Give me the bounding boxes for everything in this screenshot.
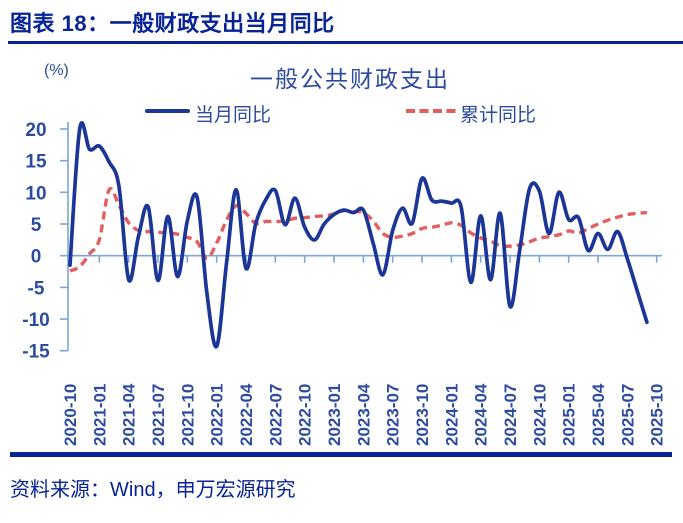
- y-axis-tick-label: 5: [31, 215, 42, 236]
- x-axis-tick-label: 2021-01: [90, 384, 109, 446]
- x-axis-tick-label: 2022-10: [296, 384, 315, 446]
- x-axis-tick-label: 2023-07: [384, 384, 403, 446]
- x-axis-tick-label: 2025-01: [560, 384, 579, 446]
- figure-title: 图表 18：一般财政支出当月同比: [10, 11, 335, 36]
- chart-title: 一般公共财政支出: [250, 66, 450, 92]
- y-axis-tick-label: 20: [25, 120, 46, 141]
- x-axis-tick-label: 2025-07: [618, 384, 637, 446]
- y-axis-tick-label: -10: [22, 310, 49, 331]
- y-axis-tick-label: -5: [28, 278, 45, 299]
- legend-swatch-monthly-line: [145, 109, 190, 113]
- y-axis-tick-label: -15: [22, 342, 50, 363]
- x-axis-tick-label: 2023-04: [354, 383, 373, 446]
- y-axis-tick-label: 0: [31, 247, 42, 268]
- series-monthly-line: [68, 121, 649, 349]
- x-axis-tick-label: 2023-01: [325, 384, 344, 446]
- x-axis-tick-label: 2024-04: [472, 383, 491, 446]
- line-chart-plot: 20 15 10 5 0 -5 -10 -15 2020-10 2021-01 2021-04 202…: [22, 120, 667, 446]
- x-axis-tick-label: 2024-07: [501, 384, 520, 446]
- x-axis-tick-label: 2021-04: [120, 383, 139, 446]
- y-axis-tick-label: 10: [25, 183, 46, 204]
- x-axis-tick-label: 2022-04: [237, 383, 256, 446]
- figure-bottom-rule: [10, 452, 672, 457]
- legend-label-cumulative: 累计同比: [460, 105, 537, 126]
- source-note: 资料来源：Wind，申万宏源研究: [10, 479, 296, 501]
- series-cumulative-line: [69, 186, 648, 273]
- x-axis-tick-label: 2022-07: [266, 384, 285, 446]
- x-axis-tick-label: 2022-01: [208, 384, 227, 446]
- x-axis-tick-label: 2024-01: [442, 384, 461, 446]
- x-axis-tick-label: 2024-10: [530, 384, 549, 446]
- x-axis-tick-label: 2021-10: [178, 384, 197, 446]
- x-axis-tick-label: 2021-07: [149, 384, 168, 446]
- x-axis-tick-label: 2025-04: [589, 383, 608, 446]
- y-axis-unit-label: (%): [44, 62, 69, 79]
- y-axis-tick-label: 15: [25, 152, 47, 173]
- x-axis-tick-label: 2020-10: [61, 384, 80, 446]
- title-rule: [8, 41, 683, 44]
- legend-label-monthly: 当月同比: [195, 105, 272, 126]
- legend-swatch-cumulative-line: [406, 109, 456, 113]
- x-axis-tick-label: 2025-10: [648, 384, 667, 446]
- x-axis-tick-label: 2023-10: [413, 384, 432, 446]
